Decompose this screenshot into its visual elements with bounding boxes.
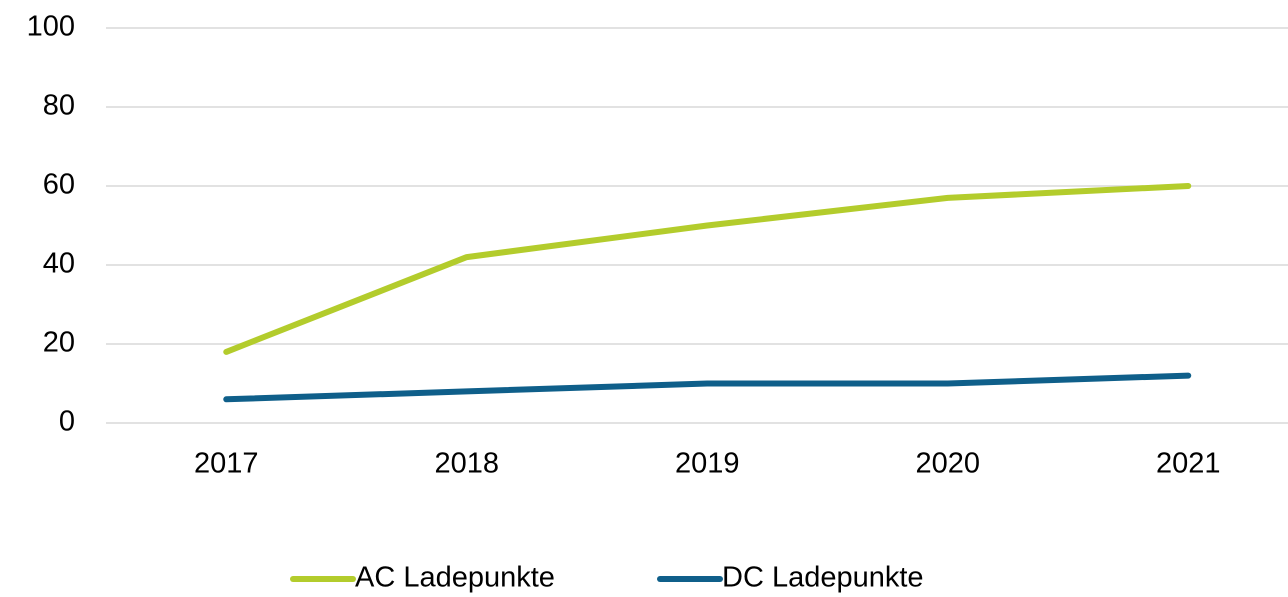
y-tick-label: 0 (59, 406, 75, 438)
y-tick-label: 80 (43, 90, 75, 122)
x-tick-label: 2019 (675, 448, 740, 480)
x-tick-label: 2020 (915, 448, 980, 480)
y-tick-label: 40 (43, 248, 75, 280)
y-tick-label: 100 (27, 11, 75, 43)
data-line (223, 183, 1192, 355)
legend-label: DC Ladepunkte (722, 562, 924, 594)
legend-label: AC Ladepunkte (355, 562, 555, 594)
x-tick-label: 2018 (434, 448, 499, 480)
y-tick-label: 60 (43, 169, 75, 201)
data-line (223, 372, 1192, 403)
x-tick-label: 2017 (194, 448, 259, 480)
y-tick-label: 20 (43, 327, 75, 359)
x-tick-label: 2021 (1156, 448, 1221, 480)
